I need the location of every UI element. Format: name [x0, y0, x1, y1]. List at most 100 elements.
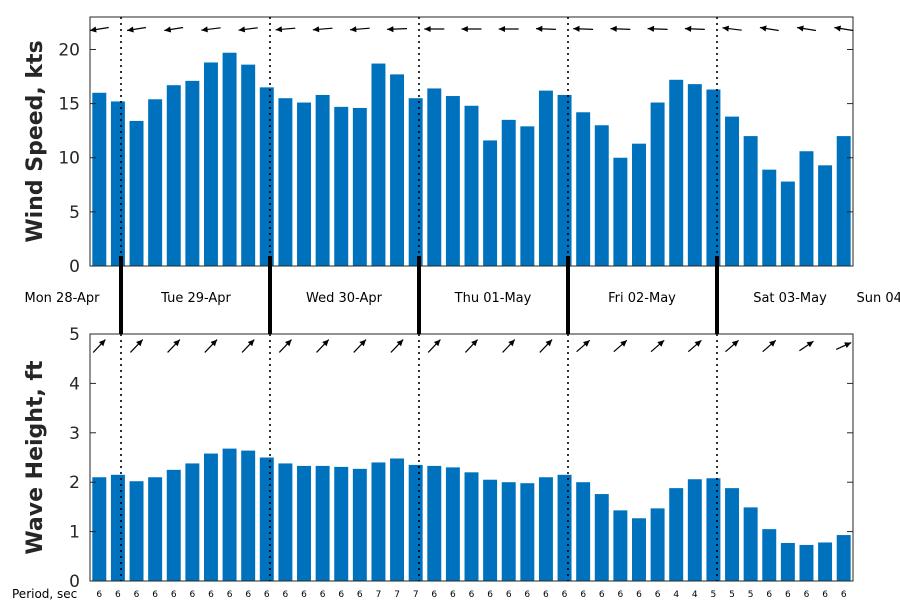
- wind-speed-bar: [818, 165, 833, 266]
- period-value: 6: [506, 590, 512, 600]
- wave-height-bar: [725, 488, 740, 581]
- wind-speed-direction-arrow: [164, 26, 184, 33]
- period-value: 6: [134, 590, 140, 600]
- wave-height-ylabel: Wave Height, ft: [23, 360, 48, 555]
- wave-height-bar: [687, 479, 702, 581]
- arrow-head: [545, 339, 553, 347]
- wave-height-bar: [241, 450, 256, 581]
- day-label: Sun 04-May: [857, 291, 900, 306]
- wave-height-direction-arrow: [576, 339, 591, 353]
- wind-speed-ytick-label: 20: [58, 40, 80, 60]
- arrow-head: [620, 340, 627, 347]
- arrow-head: [536, 25, 543, 32]
- arrow-head: [201, 26, 208, 33]
- wave-height-bar: [520, 483, 535, 581]
- wave-height-bar: [148, 477, 163, 581]
- wave-height-bar: [427, 465, 442, 581]
- wind-speed-direction-arrow: [647, 25, 668, 32]
- wave-height-bar: [129, 481, 144, 581]
- wind-speed-bar: [501, 119, 516, 266]
- wave-height-bar: [780, 542, 795, 581]
- wave-height-bar: [464, 472, 479, 581]
- wind-speed-bar: [390, 74, 405, 266]
- wind-speed-bar: [203, 62, 218, 266]
- wind-speed-direction-arrow: [275, 26, 296, 33]
- wave-height-direction-arrow: [92, 339, 106, 353]
- wind-speed-bar: [725, 116, 740, 266]
- period-title: Period, sec: [12, 587, 77, 600]
- arrow-head: [433, 339, 441, 347]
- period-value: 6: [655, 590, 661, 600]
- period-value: 6: [524, 590, 530, 600]
- arrow-head: [684, 25, 692, 32]
- period-value: 6: [562, 590, 568, 600]
- arrow-head: [275, 26, 283, 33]
- wind-speed-bar: [613, 157, 628, 266]
- wave-height-bar: [408, 464, 423, 581]
- wind-speed-direction-arrow: [759, 25, 779, 32]
- wind-speed-bar: [799, 151, 814, 266]
- wave-height-direction-arrow: [241, 339, 255, 353]
- wave-height-ytick-label: 4: [69, 374, 80, 394]
- wind-speed-bar: [297, 102, 311, 266]
- period-value: 7: [413, 590, 419, 600]
- period-value: 6: [822, 590, 828, 600]
- period-value: 6: [190, 590, 196, 600]
- wave-height-direction-arrow: [762, 339, 777, 353]
- wave-height-direction-arrow: [204, 339, 218, 353]
- wind-speed-ytick-label: 10: [58, 149, 80, 169]
- arrow-head: [806, 341, 814, 348]
- arrow-head: [387, 26, 394, 33]
- day-label: Thu 01-May: [454, 291, 532, 306]
- wind-speed-bar: [278, 98, 293, 266]
- wind-speed-direction-arrow: [312, 26, 333, 33]
- period-value: 6: [431, 590, 437, 600]
- wind-speed-bar: [743, 136, 758, 266]
- arrow-head: [312, 26, 320, 33]
- arrow-head: [98, 339, 106, 347]
- arrow-head: [127, 26, 134, 33]
- arrow-head: [647, 25, 655, 32]
- arrow-head: [498, 26, 505, 32]
- arrow-head: [769, 340, 776, 347]
- wave-height-direction-arrow: [464, 339, 479, 353]
- period-value: 6: [115, 590, 121, 600]
- period-value: 6: [245, 590, 251, 600]
- wave-height-ytick-label: 5: [69, 325, 80, 345]
- arrow-head: [610, 25, 617, 32]
- wave-height-bar: [222, 448, 237, 581]
- wind-speed-ytick-label: 5: [69, 203, 80, 223]
- period-value: 6: [338, 590, 344, 600]
- wave-height-bar: [594, 494, 609, 581]
- wind-speed-bar: [427, 88, 442, 266]
- wave-height-direction-arrow: [427, 339, 441, 353]
- arrow-head: [583, 340, 590, 347]
- wind-speed-bar: [594, 125, 609, 266]
- wind-speed-direction-arrow: [610, 25, 631, 32]
- wind-speed-ylabel: Wind Speed, kts: [23, 40, 48, 242]
- wind-speed-direction-arrow: [797, 25, 816, 32]
- wave-height-bar: [818, 542, 833, 581]
- wind-speed-direction-arrow: [684, 25, 705, 32]
- period-value: 6: [636, 590, 642, 600]
- arrow-head: [797, 25, 804, 32]
- period-value: 4: [673, 590, 679, 600]
- wind-speed-bar: [762, 169, 777, 266]
- period-value: 6: [487, 590, 493, 600]
- wave-height-bar: [762, 529, 777, 581]
- wave-height-bar: [613, 510, 628, 581]
- period-value: 5: [748, 590, 754, 600]
- wind-speed-direction-arrow: [424, 26, 445, 32]
- wave-height-direction-arrow: [129, 339, 144, 353]
- wind-speed-bar: [241, 64, 256, 266]
- period-value: 6: [264, 590, 270, 600]
- wind-speed-direction-arrow: [387, 26, 408, 33]
- wave-height-bar: [501, 482, 516, 581]
- period-row: Period, sec 6 6 6 6 6 6 6 6 6 6 6 6 6 6 6 7 7 7 6 6 6 6 6 6 6 6 6 6 6…: [12, 587, 847, 600]
- wind-speed-bar: [408, 98, 423, 266]
- wave-height-bar: [836, 535, 851, 581]
- arrow-head: [508, 339, 515, 347]
- period-value: 6: [227, 590, 233, 600]
- wave-height-direction-arrow: [650, 339, 665, 353]
